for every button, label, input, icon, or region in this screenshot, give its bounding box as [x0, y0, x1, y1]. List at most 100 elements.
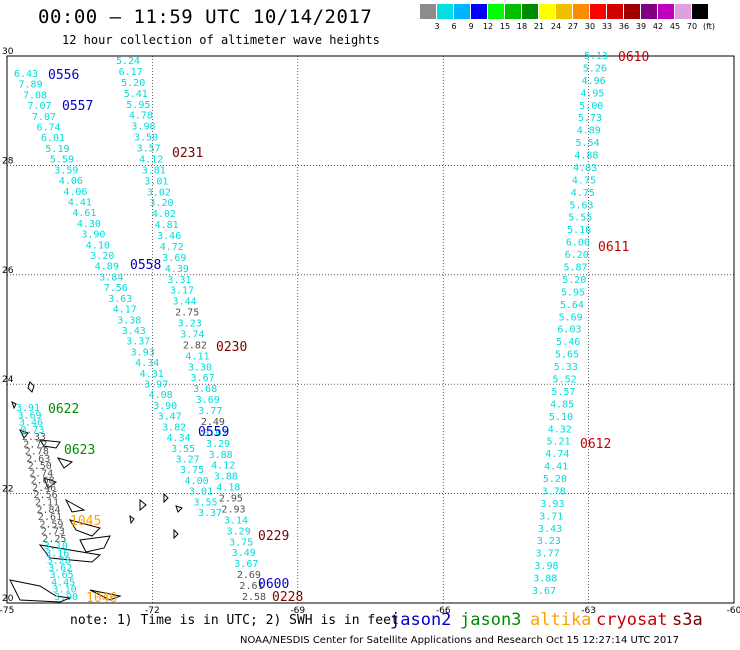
- island-outline: [173, 528, 179, 540]
- wave-value-caribbean: 3.28: [47, 556, 71, 567]
- wave-value-cryosat: 4.95: [580, 88, 604, 99]
- wave-value-cryosat: 6.00: [566, 238, 590, 249]
- lon-tick-label: -75: [0, 606, 14, 616]
- wave-value-track-a: 3.55: [171, 444, 195, 455]
- wave-value-track-b: 3.67: [191, 373, 215, 384]
- wave-value-track-a: 3.97: [144, 380, 168, 391]
- wave-value-cryosat: 5.20: [562, 275, 586, 286]
- color-swatch: [692, 4, 709, 19]
- wave-value-track-b: 4.39: [165, 264, 189, 275]
- wave-value-track-a: 3.90: [153, 401, 177, 412]
- pass-label-cryosat: 0612: [580, 437, 611, 452]
- map-subtitle: 12 hour collection of altimeter wave hei…: [62, 33, 380, 47]
- wave-value-track-b: 4.12: [139, 154, 163, 165]
- color-scale-label: 18: [516, 22, 528, 31]
- wave-value-track-b: 3.23: [178, 319, 202, 330]
- wave-value-caribbean: 2.56: [34, 490, 58, 501]
- wave-value-caribbean: 3.10: [53, 585, 77, 596]
- color-scale-label: 9: [468, 22, 474, 31]
- wave-value-caribbean: 2.68: [31, 476, 55, 487]
- wave-value-track-b: 3.74: [180, 329, 204, 340]
- wave-value-track-a: 7.08: [23, 90, 47, 101]
- wave-value-track-b: 3.69: [196, 395, 220, 406]
- color-swatch: [420, 4, 437, 19]
- wave-value-cryosat: 3.77: [536, 549, 560, 560]
- map-frame: [6, 55, 735, 604]
- wave-value-cryosat: 5.26: [583, 63, 607, 74]
- wave-value-caribbean: 3.62: [48, 563, 72, 574]
- color-scale-label: 3: [434, 22, 440, 31]
- wave-value-caribbean: 3.46: [19, 418, 43, 429]
- wave-value-track-a: 3.43: [122, 326, 146, 337]
- legend-item-altika: altika: [530, 610, 592, 630]
- island-outline: [38, 439, 61, 449]
- pass-label-cryosat: 0611: [598, 240, 629, 255]
- wave-value-track-b: 5.24: [116, 56, 140, 67]
- wave-value-track-a: 7.07: [27, 101, 51, 112]
- island-outline: [38, 544, 102, 563]
- pass-label-s3a: 0231: [172, 146, 203, 161]
- wave-height-tracks: 6.437.897.087.077.076.746.015.195.593.59…: [14, 51, 608, 603]
- wave-value-caribbean: 3.10: [44, 541, 68, 552]
- wave-value-cryosat: 5.46: [556, 337, 580, 348]
- wave-value-track-b: 3.67: [234, 559, 258, 570]
- wave-value-cryosat: 3.71: [539, 511, 563, 522]
- legend-item-cryosat: cryosat: [596, 610, 668, 630]
- lon-tick-label: -63: [581, 606, 596, 616]
- wave-value-cryosat: 4.88: [574, 151, 598, 162]
- pass-label-jason2: 0559: [198, 425, 229, 440]
- pass-label-cryosat: 0610: [618, 50, 649, 65]
- wave-value-track-a: 4.00: [185, 476, 209, 487]
- pass-label-jason2: 0557: [62, 99, 93, 114]
- wave-value-track-a: 3.75: [180, 465, 204, 476]
- wave-value-track-a: 4.41: [68, 197, 92, 208]
- pass-label-s3a: 0230: [216, 340, 247, 355]
- lat-tick-label: 22: [2, 485, 13, 495]
- island-outline: [9, 579, 72, 603]
- island-outline: [68, 519, 101, 537]
- wave-value-track-b: 2.58: [242, 592, 266, 603]
- color-swatch: [624, 4, 641, 19]
- wave-value-track-a: 6.43: [14, 69, 38, 80]
- map-grid: [6, 55, 735, 604]
- wave-value-track-b: 3.02: [147, 187, 171, 198]
- wave-value-caribbean: 0.73: [20, 425, 44, 436]
- wave-value-track-b: 3.88: [209, 450, 233, 461]
- wave-value-track-a: 3.90: [81, 230, 105, 241]
- wave-value-track-a: 4.30: [77, 219, 101, 230]
- wave-value-track-b: 4.12: [211, 461, 235, 472]
- wave-value-track-b: 3.77: [198, 406, 222, 417]
- color-scale-label: 33: [601, 22, 613, 31]
- color-scale-label: 36: [618, 22, 630, 31]
- color-scale-label: 6: [451, 22, 457, 31]
- wave-value-track-b: 3.57: [137, 144, 161, 155]
- lat-tick-label: 28: [2, 156, 14, 166]
- pass-label-jason3: 0622: [48, 402, 79, 417]
- wave-value-track-b: 2.75: [175, 308, 199, 319]
- wave-value-caribbean: 2.46: [32, 483, 56, 494]
- color-scale-label: 12: [482, 22, 494, 31]
- wave-value-track-a: 4.34: [135, 358, 159, 369]
- wave-value-track-b: 3.49: [232, 548, 256, 559]
- wave-value-cryosat: 5.87: [563, 263, 587, 274]
- wave-value-caribbean: 2.63: [26, 454, 50, 465]
- color-swatch: [437, 4, 454, 19]
- wave-value-track-a: 7.07: [32, 112, 56, 123]
- wave-value-track-b: 2.93: [221, 504, 245, 515]
- wave-value-track-a: 3.27: [176, 454, 200, 465]
- color-swatch: [556, 4, 573, 19]
- island-outline: [79, 535, 111, 553]
- color-scale-label: 21: [533, 22, 545, 31]
- lat-tick-label: 26: [2, 266, 14, 276]
- wave-value-cryosat: 5.33: [554, 362, 578, 373]
- wave-value-track-b: 3.98: [131, 122, 155, 133]
- wave-value-track-b: 3.69: [162, 253, 186, 264]
- pass-label-altika: 1046: [86, 591, 117, 606]
- color-swatch: [607, 4, 624, 19]
- legend-item-s3a: s3a: [672, 610, 703, 630]
- wave-value-track-b: 3.14: [224, 515, 248, 526]
- wave-value-track-a: 5.19: [45, 144, 69, 155]
- wave-value-cryosat: 4.96: [582, 76, 606, 87]
- lat-tick-label: 20: [2, 594, 14, 604]
- wave-value-track-a: 3.84: [99, 272, 123, 283]
